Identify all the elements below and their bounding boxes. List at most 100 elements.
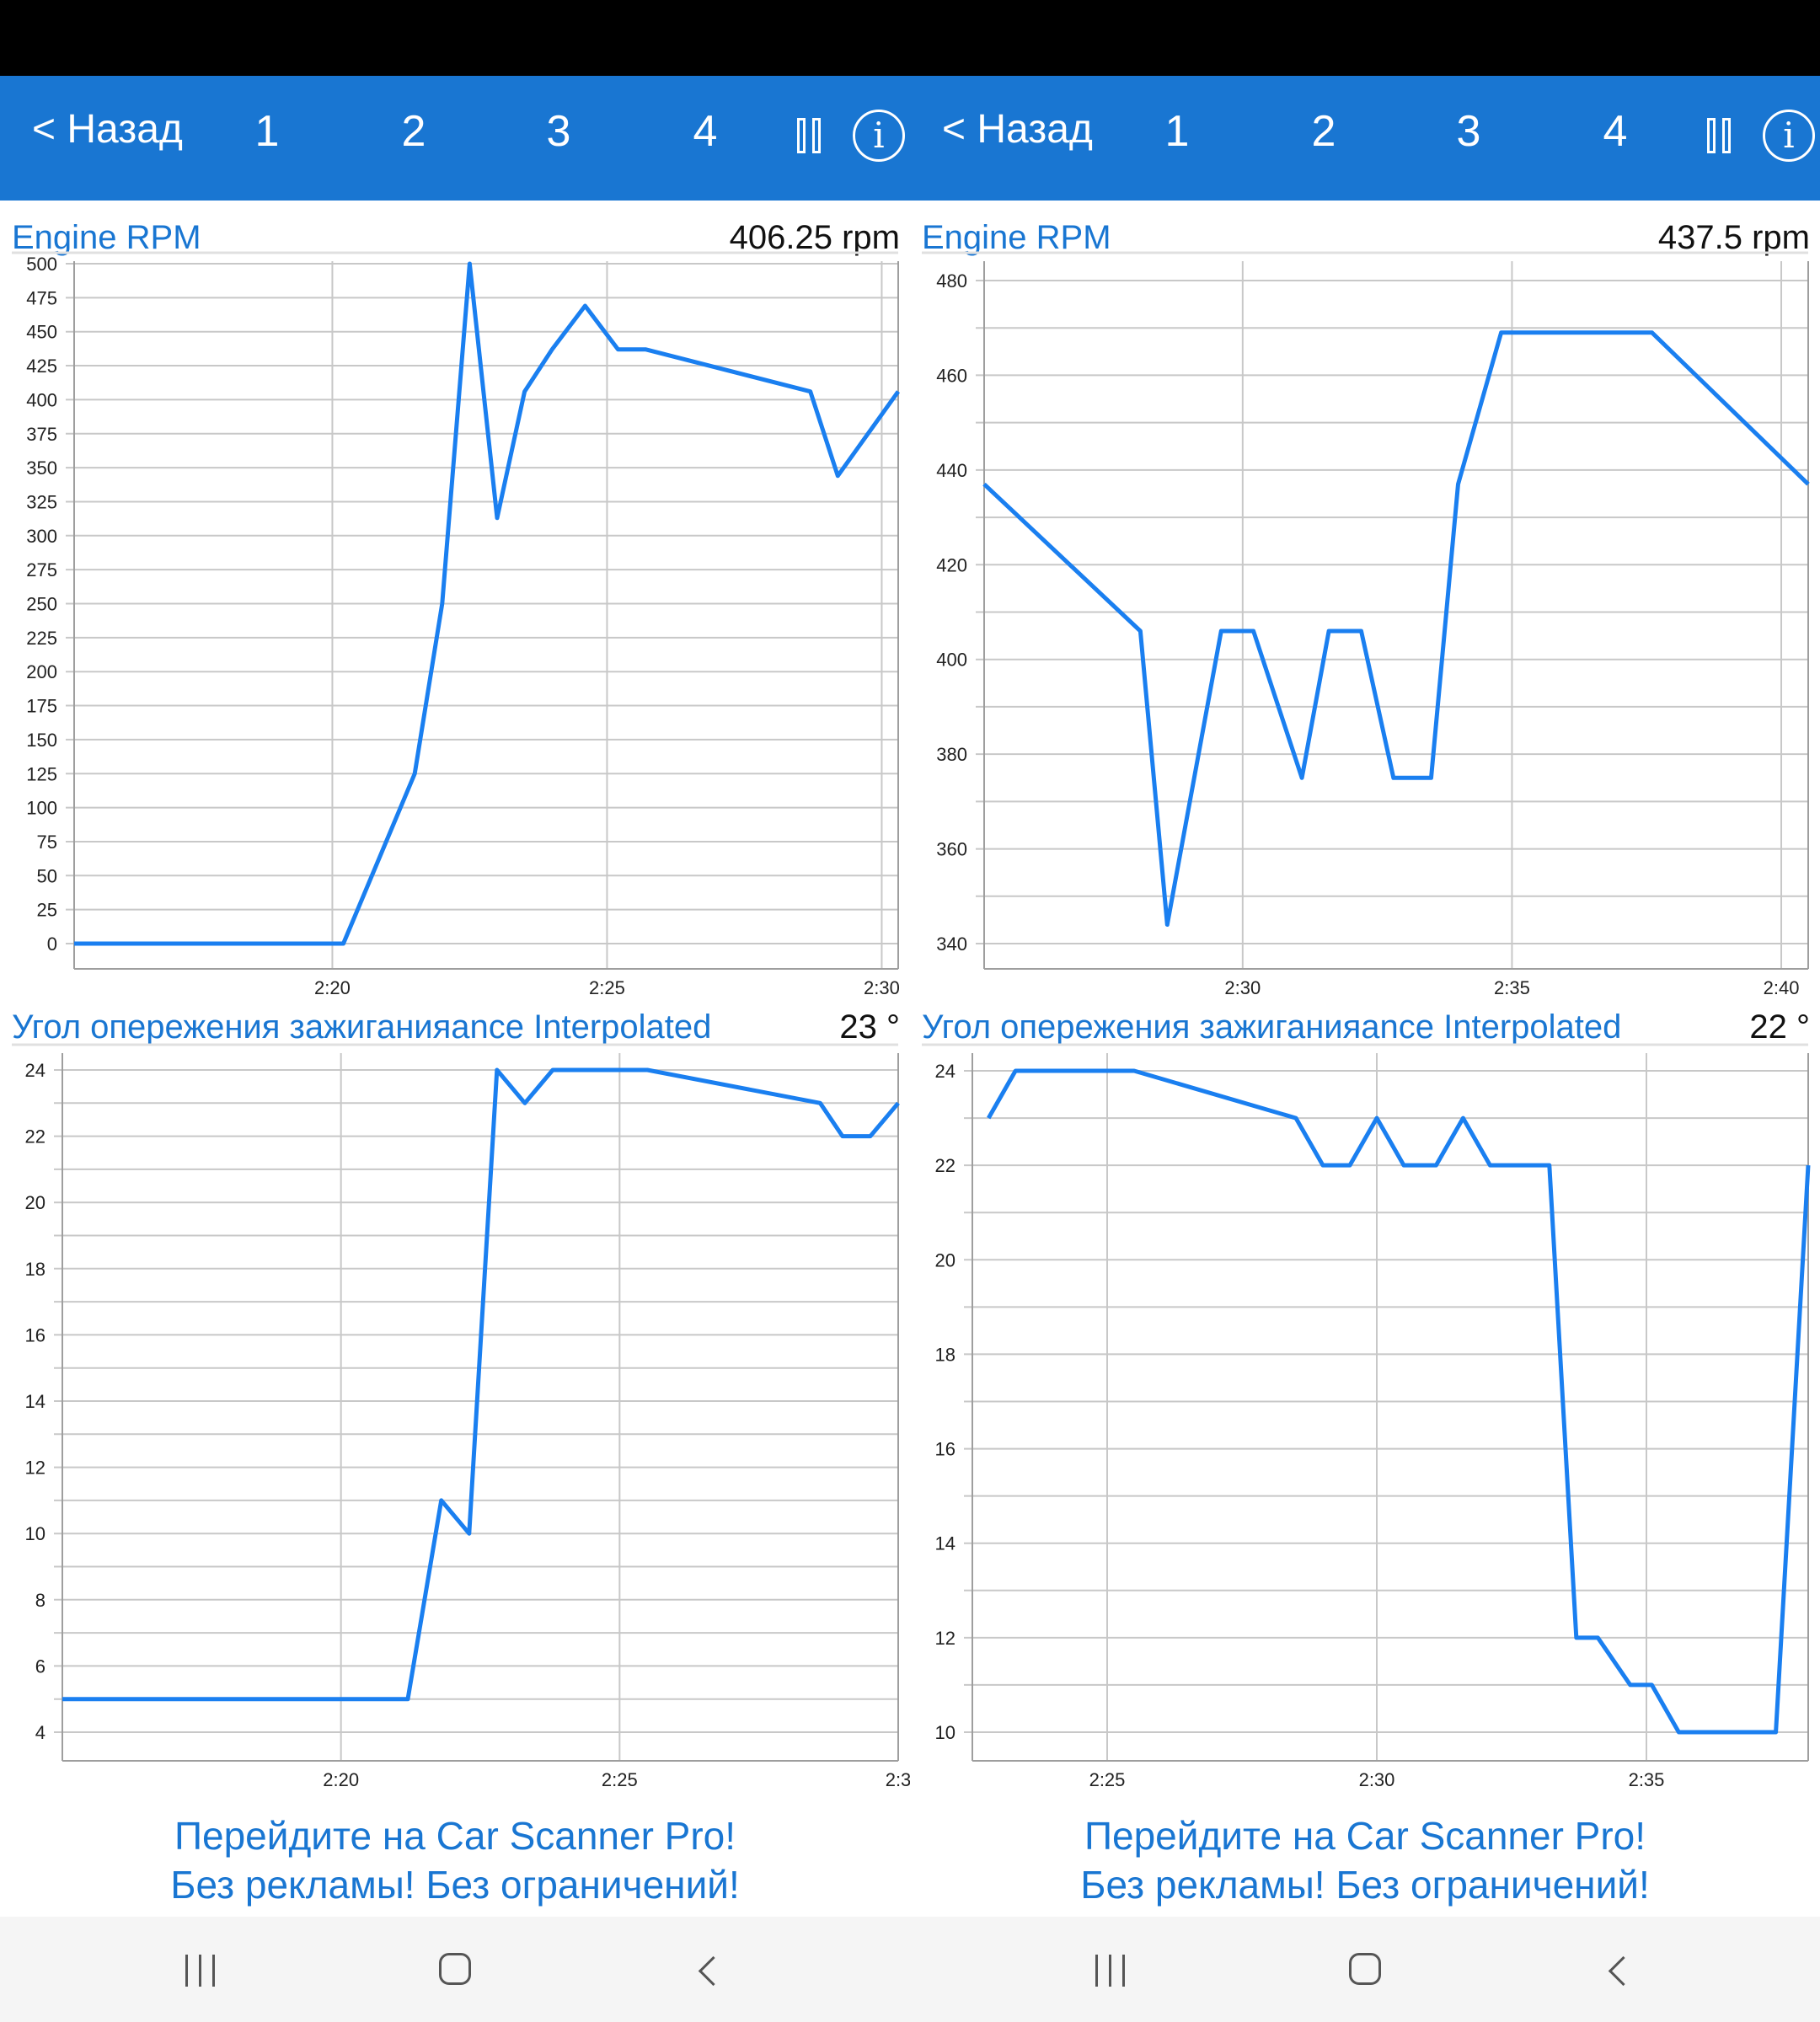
home-icon[interactable] [439, 1953, 471, 1985]
y-tick-label: 20 [935, 1249, 956, 1270]
x-tick-label: 2:40 [1764, 977, 1800, 998]
right-pane: < Назад 1 2 3 4 i Engine RPM 437.5 rpm 3… [910, 76, 1820, 1917]
sensor-value-unit: ° [1796, 1008, 1810, 1046]
y-tick-label: 225 [26, 628, 57, 649]
promo-banner[interactable]: Перейдите на Car Scanner Pro! Без реклам… [0, 1811, 910, 1909]
y-tick-label: 12 [25, 1458, 46, 1479]
status-bar [0, 0, 1820, 76]
sensor-value-number: 437.5 [1657, 219, 1742, 256]
sensor-value-unit: rpm [1752, 219, 1810, 256]
tab-3[interactable]: 3 [546, 107, 571, 156]
toolbar: < Назад 1 2 3 4 i [0, 76, 910, 201]
y-tick-label: 300 [26, 526, 57, 547]
back-icon[interactable] [1608, 1955, 1639, 1987]
x-tick-label: 2:30 [1359, 1769, 1395, 1790]
x-tick-label: 2:25 [602, 1769, 638, 1790]
back-button[interactable]: < Назад [942, 107, 1093, 152]
y-tick-label: 500 [26, 254, 57, 275]
sensor-value-unit: rpm [842, 219, 900, 256]
sensor-value-number: 22 [1749, 1008, 1787, 1046]
x-tick-label: 2:20 [323, 1769, 359, 1790]
x-tick-label: 2:35 [1629, 1769, 1665, 1790]
tab-4[interactable]: 4 [1603, 107, 1628, 156]
series-line [74, 261, 901, 946]
y-tick-label: 10 [935, 1722, 956, 1743]
sensor-value: 406.25 rpm [730, 219, 900, 257]
sensor-value: 23 ° [839, 1008, 900, 1046]
y-tick-label: 125 [26, 763, 57, 784]
y-tick-label: 175 [26, 696, 57, 717]
y-tick-label: 10 [25, 1523, 46, 1544]
y-tick-label: 425 [26, 356, 57, 377]
y-tick-label: 475 [26, 287, 57, 308]
back-icon[interactable] [698, 1955, 729, 1987]
nav-group [910, 1917, 1820, 2022]
tab-4[interactable]: 4 [693, 107, 718, 156]
y-tick-label: 150 [26, 730, 57, 751]
info-icon[interactable]: i [853, 110, 905, 162]
y-tick-label: 6 [35, 1656, 46, 1677]
sensor-value-number: 23 [839, 1008, 877, 1046]
y-tick-label: 4 [35, 1722, 46, 1743]
left-pane: < Назад 1 2 3 4 i Engine RPM 406.25 rpm … [0, 76, 910, 1917]
y-tick-label: 8 [35, 1590, 46, 1611]
y-tick-label: 24 [25, 1060, 46, 1081]
home-icon[interactable] [1349, 1953, 1381, 1985]
y-tick-label: 400 [26, 389, 57, 410]
back-button[interactable]: < Назад [32, 107, 183, 152]
y-tick-label: 440 [936, 460, 967, 481]
y-tick-label: 250 [26, 594, 57, 615]
pause-icon[interactable] [1704, 118, 1736, 157]
x-tick-label: 2:20 [314, 977, 351, 998]
y-tick-label: 0 [47, 933, 57, 955]
x-tick-label: 2:25 [1089, 1769, 1126, 1790]
series-line [62, 1067, 900, 1702]
sensor-value: 437.5 rpm [1658, 219, 1810, 257]
y-tick-label: 200 [26, 661, 57, 682]
sensor-title: Угол опережения зажиганияance Interpolat… [12, 1008, 712, 1046]
promo-line-1: Перейдите на Car Scanner Pro! [174, 1814, 736, 1858]
y-tick-label: 375 [26, 424, 57, 445]
y-tick-label: 24 [935, 1061, 956, 1082]
info-icon[interactable]: i [1763, 110, 1815, 162]
y-tick-label: 460 [936, 365, 967, 386]
series-line [982, 330, 1810, 927]
tab-3[interactable]: 3 [1456, 107, 1481, 156]
tab-2[interactable]: 2 [401, 107, 426, 156]
y-tick-label: 22 [25, 1126, 46, 1147]
tab-1[interactable]: 1 [254, 107, 280, 156]
nav-group [0, 1917, 910, 2022]
y-tick-label: 450 [26, 322, 57, 343]
x-tick-label: 2:30 [1224, 977, 1261, 998]
series-line [987, 1068, 1811, 1735]
y-tick-label: 50 [37, 865, 57, 886]
promo-line-1: Перейдите на Car Scanner Pro! [1084, 1814, 1646, 1858]
x-tick-label: 2:25 [589, 977, 625, 998]
pause-icon[interactable] [794, 118, 826, 157]
sensor-title: Engine RPM [12, 219, 201, 256]
recent-apps-icon[interactable] [1094, 1955, 1127, 1987]
tab-2[interactable]: 2 [1311, 107, 1336, 156]
y-tick-label: 275 [26, 559, 57, 580]
rpm-chart[interactable]: 340 360 380 400 420 440 460 480 2:30 2:35 2:40 [910, 76, 1820, 1006]
sensor-title: Engine RPM [922, 219, 1111, 256]
y-tick-label: 360 [936, 839, 967, 860]
y-tick-label: 400 [936, 650, 967, 671]
sensor-value-number: 406.25 [729, 219, 832, 256]
y-tick-label: 22 [935, 1155, 956, 1176]
y-tick-label: 12 [935, 1628, 956, 1649]
y-tick-label: 480 [936, 270, 967, 292]
y-tick-label: 350 [26, 457, 57, 479]
rpm-chart[interactable]: 0255075100125150175200225250275300325350… [0, 76, 910, 1006]
toolbar: < Назад 1 2 3 4 i [910, 76, 1820, 201]
y-tick-label: 380 [936, 744, 967, 765]
tab-1[interactable]: 1 [1164, 107, 1190, 156]
recent-apps-icon[interactable] [184, 1955, 217, 1987]
promo-banner[interactable]: Перейдите на Car Scanner Pro! Без реклам… [910, 1811, 1820, 1909]
y-tick-label: 340 [936, 933, 967, 955]
x-tick-label: 2:3 [886, 1769, 910, 1790]
y-tick-label: 18 [25, 1259, 46, 1280]
sensor-value-unit: ° [886, 1008, 900, 1046]
